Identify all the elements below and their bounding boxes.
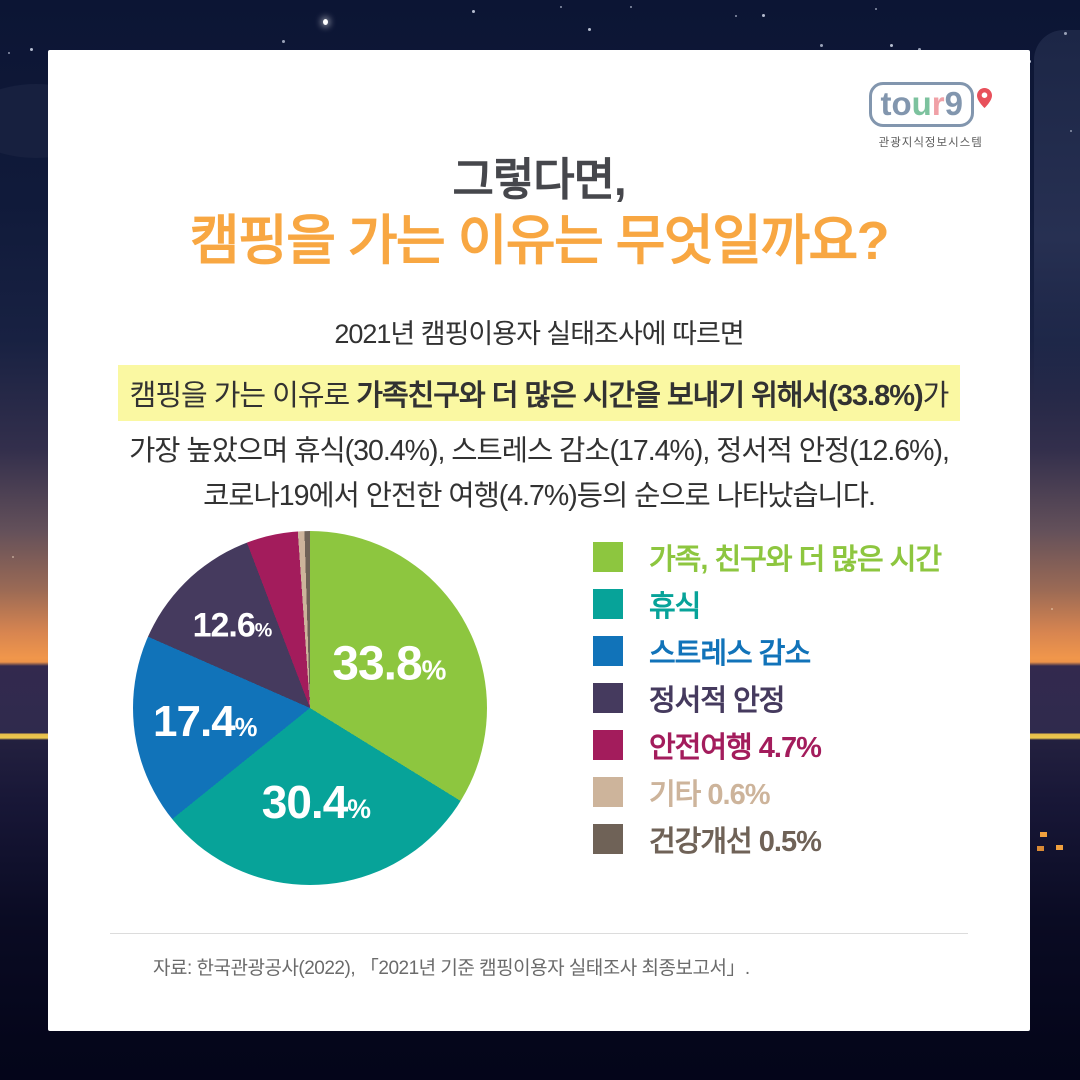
highlighted-line: 캠핑을 가는 이유로 가족친구와 더 많은 시간을 보내기 위해서(33.8%)… (117, 365, 961, 421)
legend-swatch (593, 730, 623, 760)
logo-row: tour9 (869, 82, 992, 127)
source-citation: 자료: 한국관광공사(2022), 「2021년 기준 캠핑이용자 실태조사 최… (153, 958, 750, 979)
pie-chart: 33.8% 30.4% 17.4% 12.6% (133, 531, 487, 885)
highlight-bold: 가족친구와 더 많은 시간을 보내기 위해서(33.8%) (356, 380, 923, 412)
legend-label: 안전여행 4.7% (649, 732, 822, 764)
legend-swatch (593, 777, 623, 807)
legend-item: 스트레스 감소 (593, 636, 941, 670)
background-accent-shape (1034, 30, 1080, 410)
logo-tagline: 관광지식정보시스템 (878, 137, 983, 149)
legend-swatch (593, 542, 623, 572)
pie-slice-label: 33.8% (332, 637, 446, 691)
legend-label: 휴식 (649, 591, 701, 623)
footer-divider (110, 933, 968, 934)
building-window-lights (0, 0, 7, 5)
legend-item: 안전여행 4.7% (593, 730, 941, 764)
legend-label: 정서적 안정 (649, 685, 785, 717)
legend-swatch (593, 589, 623, 619)
location-pin-icon (977, 87, 992, 108)
legend-swatch (593, 636, 623, 666)
logo-letter: t (880, 85, 892, 122)
legend-label: 가족, 친구와 더 많은 시간 (649, 544, 942, 576)
pie-slice-label: 17.4% (153, 696, 257, 746)
legend-item: 건강개선 0.5% (593, 824, 941, 858)
body-line-4: 코로나19에서 안전한 여행(4.7%)등의 순으로 나타났습니다. (203, 480, 876, 512)
highlight-prefix: 캠핑을 가는 이유로 (129, 380, 357, 412)
infographic-card: tour9 관광지식정보시스템 그렇다면, 캠핑을 가는 이유는 무엇일까요? … (48, 50, 1030, 1031)
body-line-1: 2021년 캠핑이용자 실태조사에 따르면 (334, 319, 744, 349)
logo-letter: r (931, 85, 945, 122)
legend-item: 기타 0.6% (593, 777, 941, 811)
highlight-suffix: 가 (922, 380, 950, 412)
pie-slice-label: 30.4% (261, 775, 371, 828)
pie-slice-label: 12.6% (192, 606, 273, 645)
legend-item: 휴식 (593, 589, 941, 623)
tourgo-logo: tour9 관광지식정보시스템 (869, 82, 992, 150)
logo-wordmark: tour9 (869, 82, 974, 127)
logo-letter: o (891, 85, 912, 122)
legend-label: 스트레스 감소 (649, 638, 811, 670)
bright-star (323, 19, 328, 25)
logo-letter: u (911, 85, 932, 122)
legend-item: 가족, 친구와 더 많은 시간 (593, 542, 942, 576)
page-title: 캠핑을 가는 이유는 무엇일까요? (189, 211, 890, 271)
legend-swatch (593, 683, 623, 713)
logo-letter: 9 (944, 85, 963, 122)
subtitle: 그렇다면, (452, 154, 626, 205)
legend-label: 건강개선 0.5% (649, 826, 822, 858)
body-copy: 2021년 캠핑이용자 실태조사에 따르면 캠핑을 가는 이유로 가족친구와 더… (48, 312, 1030, 519)
legend-label: 기타 0.6% (649, 779, 771, 811)
legend-swatch (593, 824, 623, 854)
legend-item: 정서적 안정 (593, 683, 941, 717)
body-line-3: 가장 높았으며 휴식(30.4%), 스트레스 감소(17.4%), 정서적 안… (129, 435, 950, 467)
